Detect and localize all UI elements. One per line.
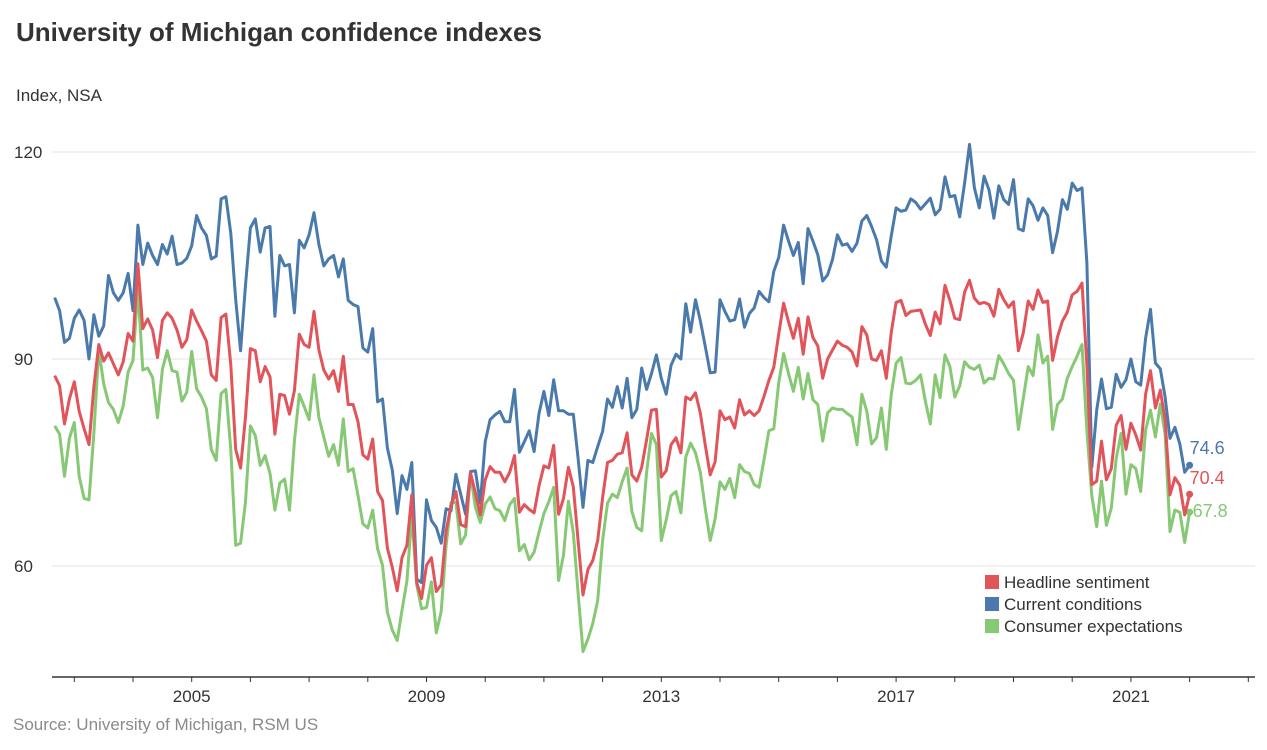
legend-label: Current conditions	[1004, 595, 1142, 614]
x-tick-label: 2017	[877, 687, 915, 706]
x-tick-label: 2013	[642, 687, 680, 706]
end-value-label: 74.6	[1190, 438, 1225, 458]
y-axis-label: Index, NSA	[16, 86, 102, 105]
y-tick-label: 120	[14, 143, 42, 162]
x-tick-label: 2021	[1112, 687, 1150, 706]
series-line-current-conditions	[53, 142, 1191, 585]
legend-swatch	[985, 597, 999, 611]
y-tick-label: 60	[14, 557, 33, 576]
chart-title: University of Michigan confidence indexe…	[16, 17, 542, 47]
legend-label: Headline sentiment	[1004, 573, 1150, 592]
end-point-marker	[1186, 461, 1194, 469]
series-line-headline-sentiment	[53, 262, 1192, 600]
end-point-marker	[1186, 508, 1194, 516]
source-note: Source: University of Michigan, RSM US	[13, 715, 319, 734]
end-point-marker	[1186, 490, 1194, 498]
x-tick-label: 2009	[408, 687, 446, 706]
series-line-consumer-expectations	[53, 287, 1192, 654]
legend-swatch	[985, 619, 999, 633]
legend-label: Consumer expectations	[1004, 617, 1183, 636]
legend-swatch	[985, 575, 999, 589]
end-value-label: 67.8	[1193, 501, 1228, 521]
y-tick-label: 90	[14, 350, 33, 369]
end-value-label: 70.4	[1190, 468, 1225, 488]
x-tick-label: 2005	[173, 687, 211, 706]
